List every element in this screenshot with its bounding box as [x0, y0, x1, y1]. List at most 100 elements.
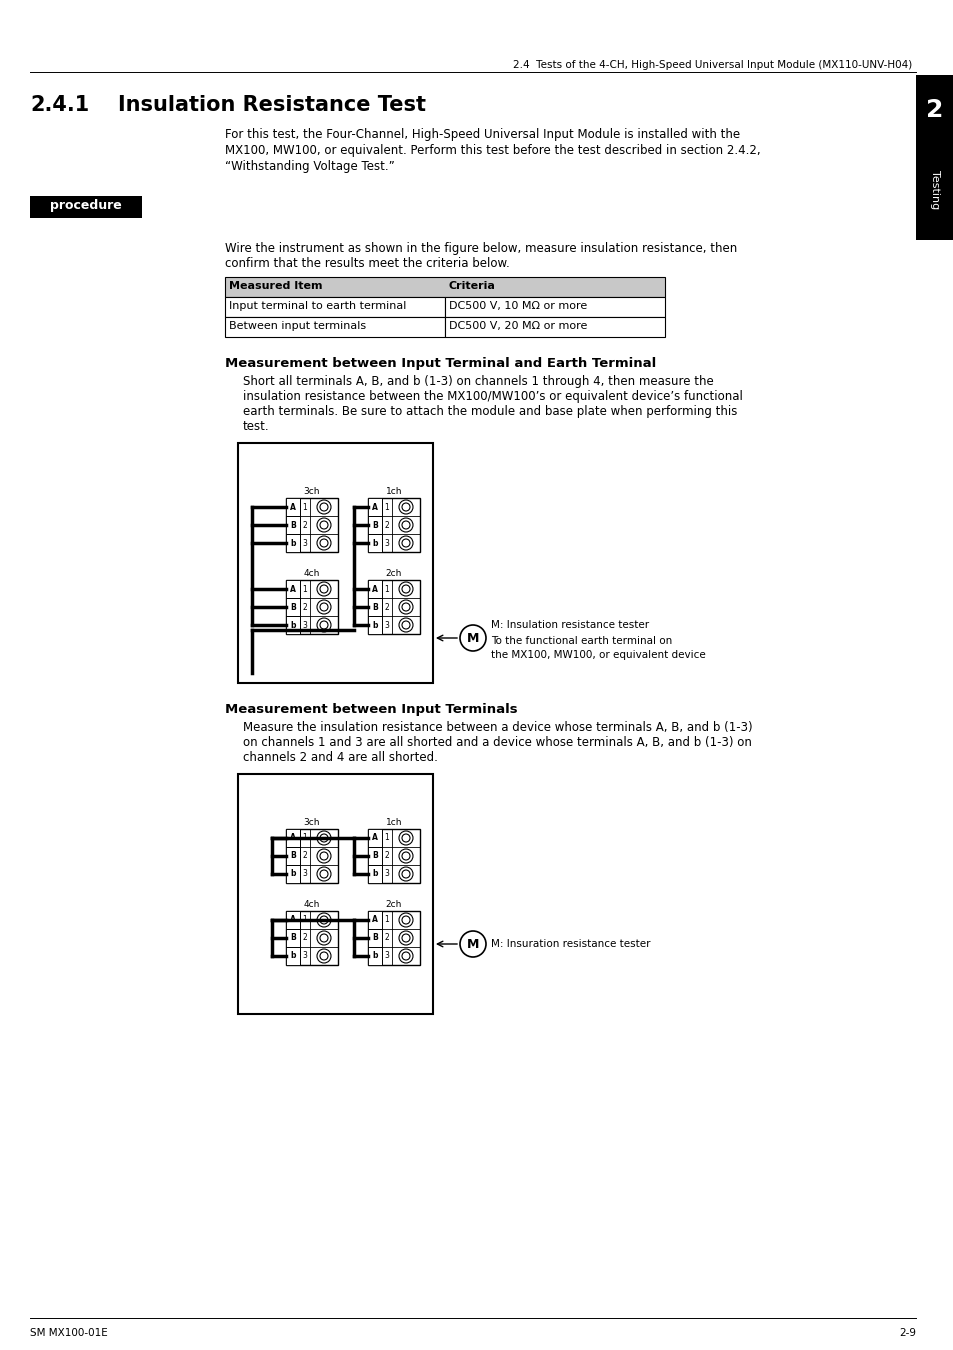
Circle shape	[316, 518, 331, 532]
Text: b: b	[290, 539, 295, 548]
Circle shape	[316, 599, 331, 614]
Text: channels 2 and 4 are all shorted.: channels 2 and 4 are all shorted.	[243, 751, 437, 764]
Text: B: B	[290, 602, 295, 612]
Text: 1: 1	[384, 502, 389, 512]
Text: 2: 2	[384, 852, 389, 860]
Bar	[368, 946, 381, 965]
Circle shape	[316, 949, 331, 963]
Text: 3: 3	[384, 869, 389, 879]
Text: 3: 3	[302, 869, 307, 879]
Text: Input terminal to earth terminal: Input terminal to earth terminal	[229, 301, 406, 310]
Bar	[368, 498, 381, 516]
Text: procedure: procedure	[51, 200, 122, 212]
Circle shape	[319, 869, 328, 878]
Text: Testing: Testing	[929, 170, 939, 209]
Text: 1: 1	[384, 833, 389, 842]
Text: 2: 2	[302, 521, 307, 529]
Text: Measurement between Input Terminal and Earth Terminal: Measurement between Input Terminal and E…	[225, 356, 656, 370]
Circle shape	[401, 621, 410, 629]
Bar	[368, 846, 381, 865]
Text: Insulation Resistance Test: Insulation Resistance Test	[118, 95, 426, 115]
Text: SM MX100-01E: SM MX100-01E	[30, 1328, 108, 1338]
Circle shape	[401, 603, 410, 612]
Text: b: b	[372, 952, 377, 960]
Text: 1: 1	[302, 502, 307, 512]
Text: M: Insulation resistance tester: M: Insulation resistance tester	[491, 620, 648, 630]
Bar	[368, 865, 381, 883]
Circle shape	[398, 867, 413, 882]
Circle shape	[398, 582, 413, 595]
Circle shape	[398, 536, 413, 549]
Bar	[368, 580, 419, 634]
Text: 2.4  Tests of the 4-CH, High-Speed Universal Input Module (MX110-UNV-H04): 2.4 Tests of the 4-CH, High-Speed Univer…	[512, 59, 911, 70]
Bar	[368, 929, 381, 946]
Bar	[368, 829, 419, 883]
Bar	[368, 598, 381, 616]
Text: A: A	[372, 502, 377, 512]
Text: b: b	[372, 869, 377, 879]
Bar	[225, 317, 444, 338]
Text: 3: 3	[384, 621, 389, 629]
Text: 1ch: 1ch	[385, 818, 402, 828]
Bar	[286, 580, 337, 634]
Bar	[444, 317, 664, 338]
Bar	[286, 946, 299, 965]
Text: b: b	[290, 952, 295, 960]
Circle shape	[316, 931, 331, 945]
Bar	[286, 846, 299, 865]
Circle shape	[401, 834, 410, 842]
Bar	[368, 535, 381, 552]
Circle shape	[398, 518, 413, 532]
Circle shape	[459, 625, 485, 651]
Text: B: B	[290, 933, 295, 942]
Bar	[368, 911, 419, 965]
Text: DC500 V, 10 MΩ or more: DC500 V, 10 MΩ or more	[449, 301, 587, 310]
Text: B: B	[372, 521, 377, 529]
Text: 2: 2	[302, 852, 307, 860]
Text: b: b	[290, 621, 295, 629]
Circle shape	[316, 536, 331, 549]
Text: 3: 3	[302, 952, 307, 960]
Bar	[915, 76, 953, 240]
Bar	[286, 516, 299, 535]
Circle shape	[401, 869, 410, 878]
Bar	[368, 829, 381, 846]
Text: “Withstanding Voltage Test.”: “Withstanding Voltage Test.”	[225, 161, 395, 173]
Text: 2: 2	[384, 521, 389, 529]
Bar	[225, 277, 664, 297]
Text: 4ch: 4ch	[303, 568, 320, 578]
Text: 3: 3	[302, 539, 307, 548]
Circle shape	[316, 867, 331, 882]
Text: Criteria: Criteria	[449, 281, 496, 292]
Text: 3: 3	[302, 621, 307, 629]
Circle shape	[398, 500, 413, 514]
Circle shape	[398, 832, 413, 845]
Bar	[368, 580, 381, 598]
Circle shape	[319, 621, 328, 629]
Text: Short all terminals A, B, and b (1-3) on channels 1 through 4, then measure the: Short all terminals A, B, and b (1-3) on…	[243, 375, 713, 387]
Text: 1: 1	[302, 585, 307, 594]
Text: A: A	[372, 585, 377, 594]
Text: B: B	[290, 852, 295, 860]
Circle shape	[316, 849, 331, 863]
Text: M: Insuration resistance tester: M: Insuration resistance tester	[491, 940, 650, 949]
Text: A: A	[290, 833, 295, 842]
Bar	[30, 196, 142, 217]
Circle shape	[316, 913, 331, 927]
Circle shape	[319, 934, 328, 942]
Circle shape	[319, 504, 328, 512]
Bar	[286, 498, 299, 516]
Text: 4ch: 4ch	[303, 900, 320, 909]
Text: Measure the insulation resistance between a device whose terminals A, B, and b (: Measure the insulation resistance betwee…	[243, 721, 752, 734]
Bar	[368, 498, 419, 552]
Bar	[286, 829, 299, 846]
Text: B: B	[372, 852, 377, 860]
Bar	[286, 498, 337, 552]
Text: Measurement between Input Terminals: Measurement between Input Terminals	[225, 703, 517, 716]
Circle shape	[401, 504, 410, 512]
Circle shape	[319, 539, 328, 547]
Circle shape	[401, 934, 410, 942]
Circle shape	[398, 913, 413, 927]
Text: 3ch: 3ch	[303, 818, 320, 828]
Text: 1: 1	[384, 585, 389, 594]
